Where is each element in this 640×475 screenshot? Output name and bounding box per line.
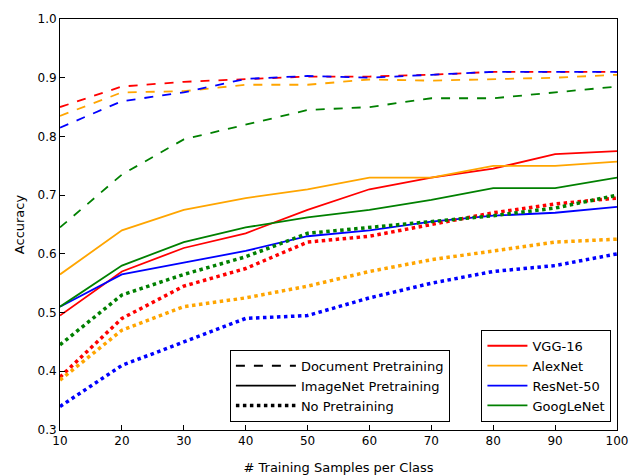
svg-text:0.9: 0.9 xyxy=(38,71,57,85)
svg-text:40: 40 xyxy=(238,434,253,448)
svg-text:80: 80 xyxy=(486,434,501,448)
svg-text:30: 30 xyxy=(176,434,191,448)
svg-text:ImageNet Pretraining: ImageNet Pretraining xyxy=(301,379,440,394)
svg-text:90: 90 xyxy=(547,434,562,448)
svg-text:20: 20 xyxy=(114,434,129,448)
svg-text:0.7: 0.7 xyxy=(38,188,57,202)
svg-text:AlexNet: AlexNet xyxy=(532,359,583,374)
svg-text:No Pretraining: No Pretraining xyxy=(301,399,394,414)
svg-text:0.8: 0.8 xyxy=(38,130,57,144)
svg-text:10: 10 xyxy=(52,434,67,448)
svg-text:GoogLeNet: GoogLeNet xyxy=(532,399,604,414)
svg-text:50: 50 xyxy=(300,434,315,448)
svg-text:VGG-16: VGG-16 xyxy=(532,339,582,354)
svg-text:60: 60 xyxy=(362,434,377,448)
svg-text:0.5: 0.5 xyxy=(38,306,57,320)
svg-text:Document Pretraining: Document Pretraining xyxy=(301,359,444,374)
svg-text:1.0: 1.0 xyxy=(38,12,57,26)
svg-text:100: 100 xyxy=(606,434,629,448)
svg-text:ResNet-50: ResNet-50 xyxy=(532,379,599,394)
svg-text:0.3: 0.3 xyxy=(38,423,57,437)
svg-text:70: 70 xyxy=(424,434,439,448)
svg-text:# Training Samples per Class: # Training Samples per Class xyxy=(243,460,433,475)
svg-text:0.6: 0.6 xyxy=(38,247,57,261)
svg-text:0.4: 0.4 xyxy=(38,364,57,378)
svg-text:Accuracy: Accuracy xyxy=(12,195,27,255)
